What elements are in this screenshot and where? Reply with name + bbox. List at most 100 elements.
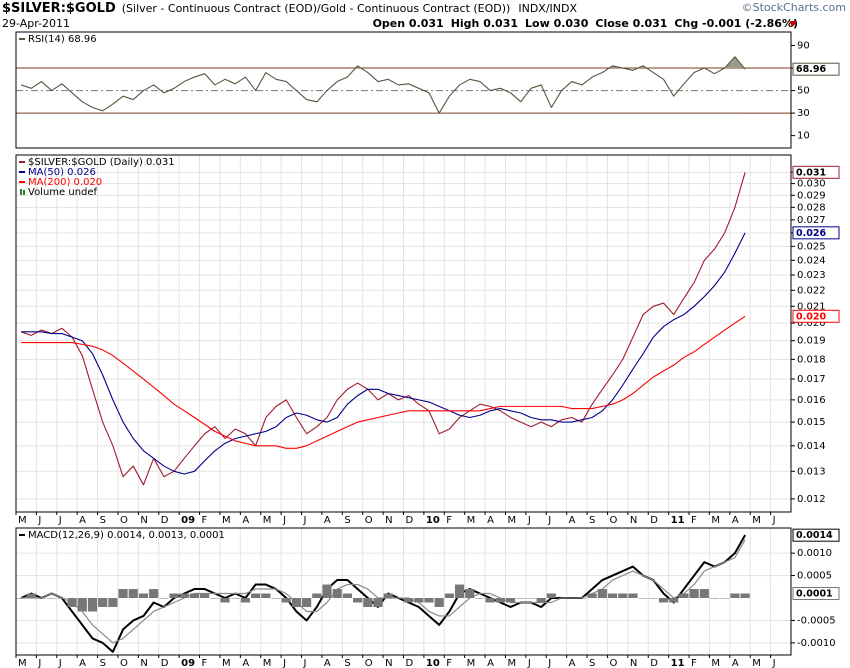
y-tick-label: -0.0010 [797, 638, 836, 649]
x-tick-label: S [589, 658, 595, 668]
y-tick-label: 30 [797, 108, 810, 119]
histogram-bar [159, 598, 169, 599]
x-tick-label: N [140, 658, 147, 668]
histogram-bar [220, 598, 230, 603]
histogram-bar [505, 598, 516, 603]
histogram-bar [383, 593, 393, 599]
x-tick-label: M [507, 515, 516, 526]
histogram-bar [342, 593, 353, 599]
x-tick-label: O [120, 658, 128, 668]
value-box [792, 226, 840, 240]
x-tick-label: A [487, 658, 494, 668]
histogram-bar [485, 598, 495, 603]
series-line [21, 539, 746, 644]
x-tick-label: J [37, 515, 41, 526]
x-tick-label: A [732, 658, 739, 668]
y-tick-label: 10 [797, 131, 810, 142]
histogram-bar [556, 598, 567, 599]
x-tick-label: A [732, 515, 739, 526]
histogram-bar [648, 598, 658, 599]
legend-label: $SILVER:$GOLD (Daily) 0.031 [28, 157, 175, 168]
histogram-bar [210, 598, 220, 599]
histogram-bar [149, 589, 159, 599]
x-tick-label: N [630, 658, 637, 668]
x-tick-label: F [446, 515, 452, 526]
symbol: $SILVER:$GOLD [2, 1, 116, 16]
header-line: $SILVER:$GOLD (Silver - Continuous Contra… [2, 1, 577, 16]
y-tick-label: 0.027 [797, 215, 826, 226]
legend-label: MA(50) 0.026 [28, 167, 96, 178]
series-line [20, 172, 746, 486]
histogram-bar [689, 589, 699, 599]
x-tick-label: M [18, 515, 27, 526]
value-box [792, 165, 840, 179]
x-tick-label: S [344, 515, 350, 526]
x-tick-label: M [711, 658, 720, 668]
quote-low: Low 0.030 [525, 17, 589, 30]
x-tick-label: 11 [671, 658, 685, 668]
histogram-bar [475, 598, 485, 599]
down-triangle [789, 21, 797, 27]
x-tick-label: J [547, 658, 551, 668]
y-tick-label: 0.023 [797, 270, 826, 281]
histogram-bar [291, 598, 302, 607]
x-tick-label: D [161, 658, 169, 668]
x-tick-label: N [630, 515, 637, 526]
histogram-bar [516, 598, 526, 599]
histogram-bar [414, 598, 424, 603]
x-tick-label: J [303, 515, 307, 526]
y-tick-label: 0.028 [797, 202, 826, 213]
x-tick-label: M [752, 658, 761, 668]
x-tick-label: S [344, 658, 350, 668]
x-tick-label: J [37, 658, 41, 668]
histogram-bar [628, 593, 638, 599]
legend-swatch [23, 190, 25, 195]
y-tick-label: 0.030 [797, 179, 826, 190]
histogram-bar [98, 598, 108, 607]
x-tick-label: A [79, 515, 86, 526]
histogram-bar [638, 598, 648, 599]
value-box-label: 0.0014 [796, 530, 833, 541]
histogram-bar [393, 598, 403, 599]
histogram-bar [740, 593, 750, 599]
y-tick-label: 0.018 [797, 354, 826, 365]
x-tick-label: J [547, 515, 551, 526]
x-tick-label: M [18, 658, 27, 668]
x-tick-label: N [385, 658, 392, 668]
x-tick-label: M [263, 658, 272, 668]
histogram-bar [353, 598, 363, 603]
y-tick-label: 0.015 [797, 417, 826, 428]
x-tick-label: F [202, 515, 208, 526]
value-box-label: 0.0001 [796, 589, 833, 600]
histogram-bar [679, 593, 689, 599]
x-tick-label: J [303, 658, 307, 668]
y-tick-label: 50 [797, 86, 810, 97]
x-tick-label: F [202, 658, 208, 668]
series-line [21, 315, 746, 449]
y-tick-label: 0.024 [797, 255, 826, 266]
value-box-label: 0.020 [796, 311, 826, 322]
histogram-bar [454, 584, 465, 599]
x-tick-label: A [324, 658, 331, 668]
x-tick-label: D [406, 515, 414, 526]
x-tick-label: O [365, 515, 373, 526]
legend-label: MACD(12,26,9) 0.0014, 0.0013, 0.0001 [28, 530, 225, 541]
histogram-bar [720, 598, 730, 599]
x-tick-label: J [282, 658, 286, 668]
x-tick-label: D [161, 515, 169, 526]
histogram-bar [444, 593, 454, 599]
histogram-bar [536, 598, 546, 603]
down-arrow [789, 21, 797, 27]
legend-label: Volume undef [28, 187, 98, 198]
date: 29-Apr-2011 [2, 17, 71, 30]
histogram-bar [434, 598, 444, 607]
y-tick-label: 0.014 [797, 441, 826, 452]
histogram-bar [373, 598, 383, 607]
histogram-bar [118, 589, 128, 599]
quote: Open 0.031 High 0.031 Low 0.030 Close 0.031… [366, 17, 798, 30]
x-tick-label: M [263, 515, 272, 526]
histogram-bar [567, 598, 577, 599]
histogram-bar [618, 593, 628, 599]
quote-high: High 0.031 [450, 17, 519, 30]
